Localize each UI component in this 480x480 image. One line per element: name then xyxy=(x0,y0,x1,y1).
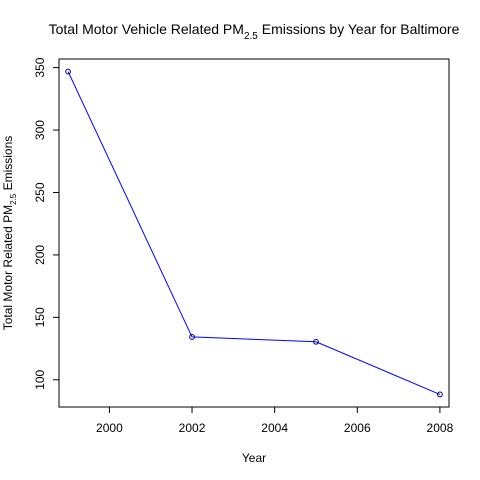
y-tick-label: 300 xyxy=(33,120,47,140)
y-tick-label: 150 xyxy=(33,307,47,327)
x-axis-label: Year xyxy=(242,451,266,465)
y-axis: 100 150 200 250 300 350 xyxy=(33,57,59,390)
y-tick-label: 100 xyxy=(33,369,47,389)
y-axis-label-prefix: Total Motor Related PM xyxy=(1,205,15,330)
y-axis-label: Total Motor Related PM2.5 Emissions xyxy=(1,136,18,331)
y-axis-label-suffix: Emissions xyxy=(1,136,15,194)
data-point xyxy=(189,334,195,340)
data-point xyxy=(437,391,443,398)
x-tick-label: 2004 xyxy=(261,421,288,435)
x-axis: 2000 2002 2004 2006 2008 xyxy=(96,407,454,435)
x-tick-label: 2002 xyxy=(179,421,206,435)
y-tick-label: 200 xyxy=(33,245,47,265)
series-line xyxy=(67,71,441,395)
data-point xyxy=(65,68,71,75)
x-tick-label: 2008 xyxy=(427,421,454,435)
chart-title-suffix: Emissions by Year for Baltimore xyxy=(258,21,460,37)
data-point xyxy=(313,338,319,345)
chart-title: Total Motor Vehicle Related PM2.5 Emissi… xyxy=(49,21,460,42)
chart-title-prefix: Total Motor Vehicle Related PM xyxy=(49,21,244,37)
x-tick-label: 2006 xyxy=(344,421,371,435)
chart-title-subscript: 2.5 xyxy=(244,31,258,42)
x-tick-label: 2000 xyxy=(96,421,123,435)
y-tick-label: 250 xyxy=(33,182,47,202)
data-points xyxy=(65,68,443,398)
y-axis-label-subscript: 2.5 xyxy=(9,193,18,205)
y-tick-label: 350 xyxy=(33,57,47,77)
plot-frame xyxy=(58,58,450,408)
